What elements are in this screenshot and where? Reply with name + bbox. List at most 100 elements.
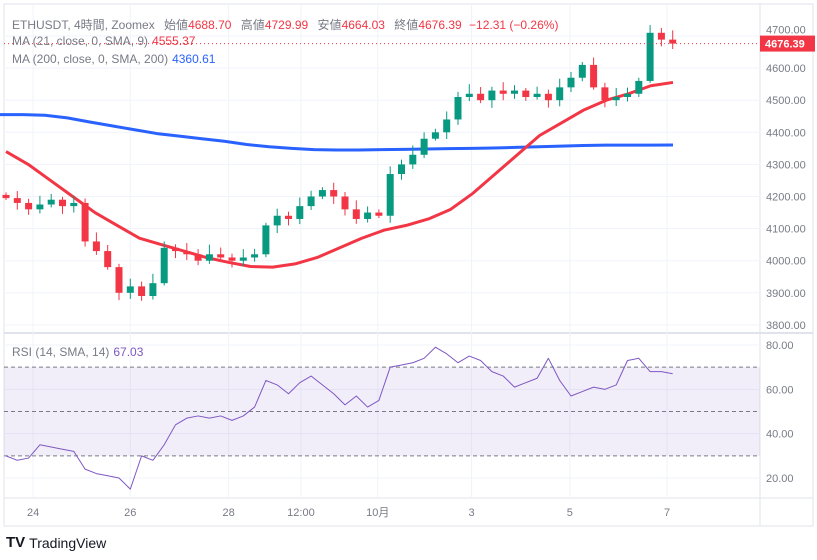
- rsi-tick-label: 20.00: [766, 473, 794, 485]
- candle-body: [398, 164, 405, 175]
- candle-body: [612, 96, 620, 101]
- candle-body: [307, 196, 315, 207]
- candle-body: [296, 206, 304, 219]
- candle-body: [386, 174, 394, 216]
- change-value: −12.31 (−0.26%): [469, 18, 559, 32]
- candle-body: [318, 190, 326, 197]
- candle-body: [443, 119, 451, 133]
- price-tick-label: 4700.00: [766, 25, 806, 37]
- high-value: 4729.99: [264, 18, 309, 32]
- ma21-legend[interactable]: MA (21, close, 0, SMA, 9) 4555.37: [12, 34, 195, 48]
- candle-body: [36, 204, 44, 210]
- candle-body: [239, 257, 247, 261]
- candle-body: [341, 196, 349, 210]
- candle-body: [646, 32, 654, 81]
- candle-body: [420, 138, 428, 155]
- candle-body: [115, 267, 123, 293]
- open-value: 4688.70: [188, 18, 232, 32]
- tradingview-logo[interactable]: TV TradingView: [6, 534, 106, 551]
- candle-body: [194, 254, 202, 261]
- candle-body: [59, 199, 66, 207]
- last-price-badge: [760, 35, 815, 52]
- candle-body: [578, 64, 586, 78]
- tradingview-logo-icon: TV: [6, 534, 26, 551]
- candle-body: [522, 90, 530, 97]
- ma200-line: [0, 113, 674, 152]
- ma21-label: MA (21, close, 0, SMA, 9): [12, 34, 149, 48]
- rsi-tick-label: 80.00: [766, 340, 794, 352]
- time-tick-label: 10月: [366, 507, 389, 519]
- candle-body: [183, 251, 191, 255]
- candle-body: [262, 225, 270, 255]
- candle-body: [273, 215, 281, 226]
- candle-body: [25, 202, 33, 210]
- price-chart[interactable]: 4700.00 4600.00 4500.00 4400.00 4300.00 4200.…: [0, 0, 817, 530]
- rsi-tick-label: 40.00: [766, 429, 794, 441]
- ma200-legend[interactable]: MA (200, close, 0, SMA, 200) 4360.61: [12, 52, 215, 66]
- candle-body: [431, 132, 439, 139]
- candle-body: [47, 199, 55, 205]
- price-tick-label: 4000.00: [766, 256, 806, 268]
- price-tick-label: 4300.00: [766, 159, 806, 171]
- candle-body: [2, 194, 10, 199]
- close-value: 4676.39: [418, 18, 462, 32]
- ma21-value: 4555.37: [152, 34, 196, 48]
- candle-body: [601, 87, 609, 101]
- candle-body: [205, 254, 213, 261]
- rsi-tick-label: 60.00: [766, 384, 794, 396]
- time-tick-label: 28: [222, 507, 234, 519]
- candle-body: [669, 39, 677, 44]
- candle-body: [657, 32, 665, 40]
- last-price-label: 4676.39: [765, 39, 805, 51]
- candle-body: [364, 212, 372, 219]
- time-tick-label: 26: [124, 507, 136, 519]
- price-tick-label: 3900.00: [766, 288, 806, 300]
- ohlc-legend: ETHUSDT, 4時間, Zoomex 始値4688.70 高値4729.99…: [12, 16, 558, 33]
- candle-body: [533, 93, 541, 97]
- symbol-label: ETHUSDT, 4時間, Zoomex: [12, 18, 155, 32]
- candle-body: [104, 251, 112, 268]
- time-tick-label: 12:00: [287, 507, 315, 519]
- rsi-legend[interactable]: RSI (14, SMA, 14) 67.03: [12, 345, 143, 359]
- price-tick-label: 4100.00: [766, 224, 806, 236]
- price-tick-label: 4600.00: [766, 63, 806, 75]
- low-value: 4664.03: [341, 18, 385, 32]
- candle-body: [70, 202, 78, 207]
- rsi-value: 67.03: [113, 345, 144, 359]
- price-tick-label: 4400.00: [766, 127, 806, 139]
- candle-body: [488, 90, 496, 101]
- candle-body: [81, 202, 89, 242]
- ma200-label: MA (200, close, 0, SMA, 200): [12, 52, 169, 66]
- ma21-line: [5, 80, 674, 269]
- candle-body: [13, 198, 21, 203]
- candle-body: [149, 283, 157, 297]
- candle-body: [454, 96, 462, 120]
- candle-body: [409, 154, 417, 165]
- rsi-line: [5, 346, 673, 490]
- candle-body: [567, 77, 575, 88]
- candle-body: [624, 93, 631, 97]
- candle-body: [285, 215, 292, 219]
- open-label: 始値: [164, 18, 189, 32]
- candle-body: [217, 254, 225, 258]
- candle-body: [465, 93, 473, 97]
- close-label: 終値: [394, 18, 419, 32]
- price-tick-label: 3800.00: [766, 320, 806, 332]
- candle-body: [511, 90, 518, 94]
- candle-body: [126, 286, 134, 293]
- candle-body: [138, 286, 146, 297]
- candle-body: [92, 241, 100, 252]
- candle-body: [635, 80, 643, 94]
- time-tick-label: 24: [27, 507, 39, 519]
- candle-body: [172, 247, 179, 252]
- time-tick-label: 5: [567, 507, 573, 519]
- price-tick-label: 4200.00: [766, 192, 806, 204]
- ma200-value: 4360.61: [172, 52, 216, 66]
- candle-body: [375, 212, 383, 216]
- candle-body: [251, 254, 259, 258]
- candle-body: [228, 257, 236, 261]
- candle-body: [477, 93, 485, 101]
- price-tick-label: 4500.00: [766, 95, 806, 107]
- chart-frame: [3, 3, 814, 527]
